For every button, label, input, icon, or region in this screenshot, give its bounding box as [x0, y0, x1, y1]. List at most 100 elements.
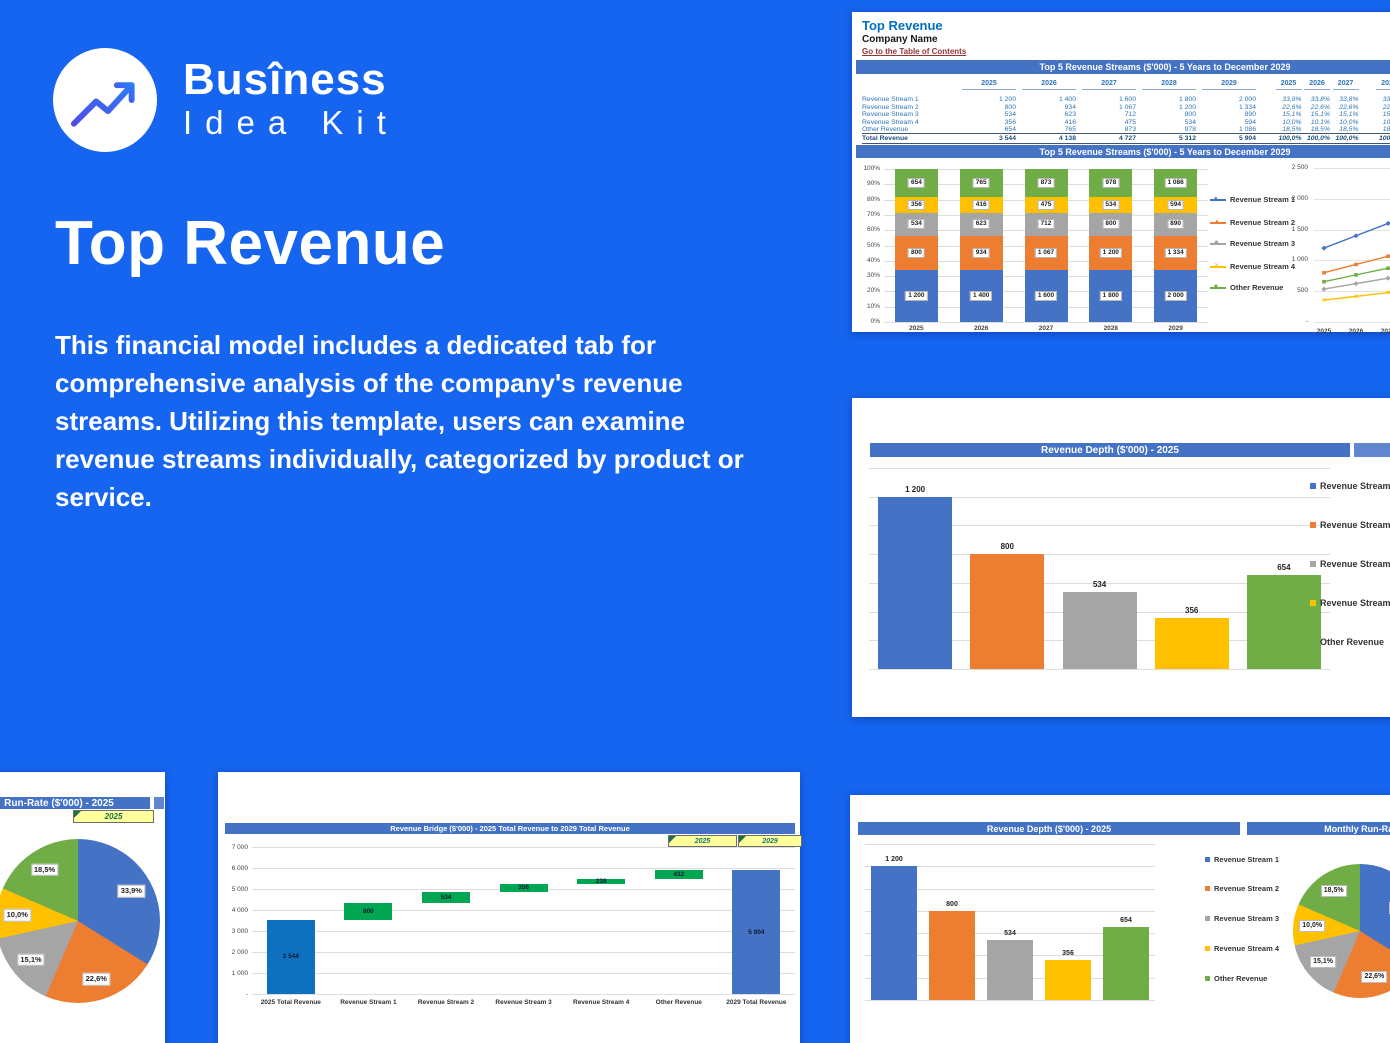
total-value: 4 727 [1118, 134, 1136, 142]
cell-value: 800 [1004, 103, 1016, 111]
total-value: 5 312 [1178, 134, 1196, 142]
depth-bar [1045, 960, 1091, 1000]
cell-value: 712 [1124, 111, 1136, 118]
gridline [865, 1000, 1155, 1001]
bar-data-label: 800 [946, 900, 958, 908]
bar-data-label: 356 [1185, 605, 1199, 615]
pie-slice-label: 10,0% [1299, 920, 1326, 933]
gridline [869, 669, 1330, 670]
segment-data-label: 1 086 [1164, 178, 1187, 189]
gridline [252, 910, 795, 911]
cell-pct: 15,1% [1382, 111, 1390, 118]
x-tick-label: 2026 [973, 325, 989, 332]
page-title: Top Revenue [55, 209, 446, 278]
y-tick-label: 50% [866, 241, 880, 249]
x-tick-label: 2025 [1316, 328, 1332, 335]
cell-value: 873 [1124, 126, 1136, 133]
legend-label: Revenue Stream 1 [1320, 481, 1390, 491]
legend-marker-icon: ✕ [1214, 263, 1220, 269]
panel-revenue-depth: Revenue Depth ($'000) - 2025 1 200 800 534… [852, 398, 1390, 717]
col-header-pct-year: 2027 [1332, 80, 1359, 90]
pie-slice-label: 10,0% [3, 908, 31, 922]
bar-data-label: 534 [1092, 580, 1107, 590]
segment-data-label: 1 400 [970, 291, 993, 302]
legend-line [1210, 222, 1226, 224]
section-title-bar-2: Top 5 Revenue Streams ($'000) - 5 Years … [856, 145, 1390, 158]
bridge-filter-end-dropdown[interactable]: 2029 [738, 835, 802, 847]
bridge-filter-start-dropdown[interactable]: 2025 [668, 835, 737, 847]
section-title-bar: Top 5 Revenue Streams ($'000) - 5 Years … [856, 60, 1390, 74]
pie-slice-label: 15,1% [17, 953, 45, 967]
x-tick-label: 2025 Total Revenue [260, 999, 321, 1006]
y-tick-label: 40% [866, 256, 880, 264]
gridline [1314, 198, 1390, 200]
brand-name-bottom: Idea Kit [183, 104, 399, 141]
section-title: Top 5 Revenue Streams ($'000) - 5 Years … [1039, 146, 1291, 157]
cell-pct: 33,9% [1382, 96, 1390, 103]
legend-swatch [1205, 976, 1210, 981]
panel-revenue-sheet: Top Revenue Company Name Go to the Table… [852, 12, 1390, 335]
total-pct: 100,0% [1335, 134, 1359, 142]
y-tick-label: 60% [866, 226, 880, 234]
y-tick-label: 80% [866, 195, 880, 203]
cell-value: 1 200 [1178, 103, 1196, 111]
depth-legend-small: Revenue Stream 1 Revenue Stream 2 Revenue … [850, 795, 1390, 1043]
col-header-year: 2025 [962, 80, 1016, 90]
year-filter-dropdown[interactable]: 2025 [73, 810, 154, 823]
segment-data-label: 534 [1102, 199, 1120, 210]
bar-data-label: 800 [362, 907, 374, 915]
gridline [869, 496, 1330, 498]
line-chart-svg: ✕✕✕✕✕ [1321, 220, 1390, 304]
depth-bar [878, 496, 953, 669]
segment-data-label: 654 [907, 178, 925, 189]
total-pct: 100,0% [1278, 134, 1302, 142]
cell-pct: 10,0% [1282, 118, 1302, 126]
x-tick-label: Revenue Stream 3 [495, 999, 552, 1006]
toc-link[interactable]: Go to the Table of Contents [862, 47, 967, 56]
total-value: 5 904 [1238, 134, 1256, 142]
cell-pct: 33,8% [1310, 96, 1330, 103]
y-tick-label: 2 000 [1291, 194, 1308, 202]
x-tick-label: 2027 [1380, 328, 1390, 335]
legend-marker-icon: ▲ [1214, 219, 1220, 225]
cell-pct: 18,5% [1282, 126, 1302, 133]
segment-data-label: 623 [972, 219, 990, 230]
gridline [865, 933, 1155, 935]
cell-pct: 10,0% [1339, 118, 1359, 126]
gridline [869, 582, 1330, 584]
cell-pct: 22,6% [1282, 103, 1302, 111]
y-tick-label: 2 500 [1291, 164, 1308, 171]
y-tick-label: 90% [866, 180, 880, 188]
gridline [869, 525, 1330, 527]
section-title: Top 5 Revenue Streams ($'000) - 5 Years … [1039, 62, 1291, 72]
gridline [252, 931, 795, 932]
cell-value: 1 334 [1238, 103, 1256, 111]
waterfall-bar [732, 870, 781, 994]
cell-pct: 22,6% [1339, 103, 1359, 111]
panel-depth-runrate: Revenue Depth ($'000) - 2025 Monthly Run… [850, 795, 1390, 1043]
legend-line [1210, 266, 1226, 268]
gridline [884, 322, 1208, 323]
x-tick-label: 2029 [1168, 325, 1183, 332]
cell-pct: 10,1% [1310, 118, 1330, 126]
cell-value: 765 [1064, 126, 1076, 133]
depth-bar [1062, 592, 1137, 669]
cell-value: 654 [1004, 126, 1016, 133]
cell-value: 594 [1244, 118, 1256, 126]
brand-logo-circle [53, 48, 157, 152]
total-pct: 100,0% [1378, 134, 1390, 142]
runrate-title-bar: Run-Rate ($'000) - 2025 [0, 797, 150, 809]
col-header-pct-year: 2026 [1304, 80, 1330, 90]
legend-label: Revenue Stream 3 [1320, 559, 1390, 569]
col-header-year: 2028 [1142, 80, 1196, 90]
svg-text:✕: ✕ [1321, 297, 1326, 304]
runrate-title-bar-ext [154, 797, 164, 809]
y-tick-label: 5 000 [231, 885, 248, 893]
depth-small-title: Revenue Depth ($'000) - 2025 [986, 823, 1112, 834]
y-tick-label: 30% [866, 272, 880, 280]
bar-data-label: 3 544 [282, 953, 299, 961]
legend-line [1210, 199, 1226, 201]
row-label: Revenue Stream 2 [862, 103, 919, 111]
depth-bar [1103, 927, 1149, 1000]
